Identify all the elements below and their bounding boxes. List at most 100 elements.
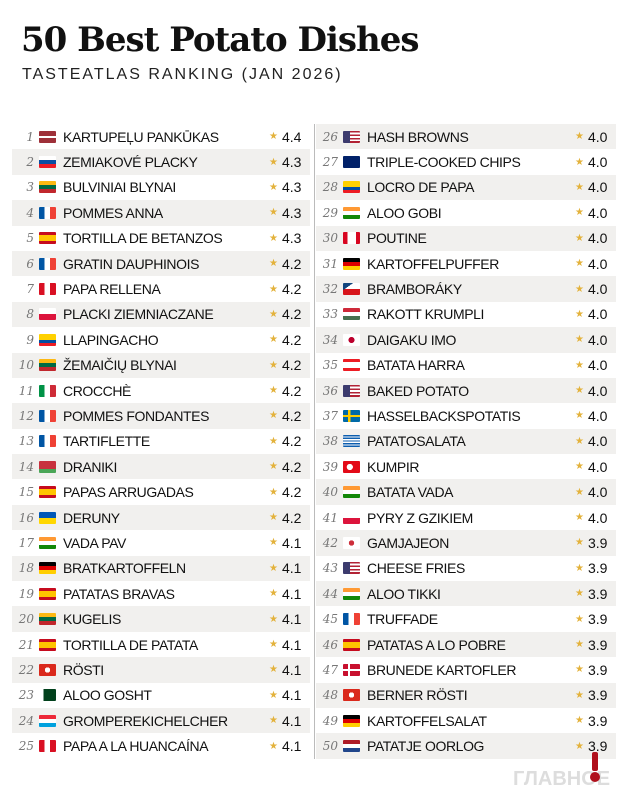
dish-name: KARTUPEĻU PANKŪKAS (63, 128, 219, 145)
star-icon: ★ (575, 156, 584, 168)
flag-gb-icon (343, 156, 360, 169)
dish-score: 4.2 (282, 382, 302, 399)
rank-number: 4 (26, 205, 34, 220)
rank-number: 34 (322, 332, 338, 347)
dish-score: 4.0 (588, 154, 608, 171)
flag-nl-icon (343, 740, 360, 753)
dish-name: PAPA RELLENA (63, 281, 161, 298)
star-icon: ★ (575, 486, 584, 498)
rank-number: 26 (322, 129, 338, 144)
ranking-row: 22 RÖSTI ★ 4.1 (12, 657, 310, 683)
star-icon: ★ (269, 334, 278, 346)
dish-name: TARTIFLETTE (63, 433, 150, 450)
ranking-row: 44 ALOO TIKKI ★ 3.9 (316, 581, 616, 607)
dish-score: 4.2 (282, 255, 302, 272)
flag-es-icon (343, 638, 360, 651)
rank-number: 46 (322, 637, 338, 652)
ranking-row: 35 BATATA HARRA ★ 4.0 (316, 353, 616, 378)
dish-name: BRUNEDE KARTOFLER (367, 661, 517, 678)
dish-name: BRAMBORÁKY (367, 281, 462, 298)
flag-de-icon (39, 562, 56, 575)
ranking-row: 25 PAPA A LA HUANCAÍNA ★ 4.1 (12, 733, 310, 758)
flag-pk-icon (39, 689, 56, 702)
dish-score: 4.3 (282, 230, 302, 247)
rank-number: 38 (322, 434, 338, 449)
dish-name: BULVINIAI BLYNAI (63, 179, 176, 196)
ranking-row: 8 PLACKI ZIEMNIACZANE ★ 4.2 (12, 301, 310, 328)
rank-number: 11 (18, 383, 34, 398)
dish-score: 4.0 (588, 230, 608, 247)
star-icon: ★ (575, 435, 584, 447)
dish-name: BAKED POTATO (367, 382, 469, 399)
star-icon: ★ (269, 613, 278, 625)
dish-name: DERUNY (63, 509, 120, 526)
flag-dk-icon (343, 663, 360, 676)
star-icon: ★ (269, 740, 278, 752)
dish-score: 4.2 (282, 433, 302, 450)
ranking-row: 9 LLAPINGACHO ★ 4.2 (12, 327, 310, 352)
dish-score: 4.1 (282, 560, 302, 577)
ranking-row: 32 BRAMBORÁKY ★ 4.0 (316, 276, 616, 302)
star-icon: ★ (575, 639, 584, 650)
rank-number: 18 (18, 561, 34, 576)
star-icon: ★ (575, 588, 584, 600)
dish-score: 4.0 (588, 509, 608, 526)
star-icon: ★ (269, 131, 278, 143)
star-icon: ★ (269, 207, 278, 219)
dish-score: 4.2 (282, 484, 302, 501)
rank-number: 43 (322, 561, 338, 576)
ranking-row: 43 CHEESE FRIES ★ 3.9 (316, 556, 616, 581)
star-icon: ★ (575, 359, 584, 371)
star-icon: ★ (575, 334, 584, 346)
dish-name: LLAPINGACHO (63, 331, 159, 348)
ranking-row: 29 ALOO GOBI ★ 4.0 (316, 200, 616, 225)
flag-ec-icon (343, 181, 360, 194)
ranking-row: 1 KARTUPEĻU PANKŪKAS ★ 4.4 (12, 124, 310, 149)
dish-name: HASSELBACKSPOTATIS (367, 407, 521, 424)
rank-number: 20 (18, 612, 34, 627)
ranking-row: 27 TRIPLE-COOKED CHIPS ★ 4.0 (316, 149, 616, 174)
dish-score: 4.4 (282, 128, 302, 145)
star-icon: ★ (575, 283, 584, 295)
flag-us-icon (343, 130, 360, 143)
dish-name: VADA PAV (63, 534, 126, 551)
flag-hu-icon (343, 308, 360, 321)
rank-number: 21 (18, 637, 34, 652)
dish-score: 4.0 (588, 204, 608, 221)
dish-score: 4.1 (282, 738, 302, 755)
rank-number: 32 (322, 282, 338, 297)
ranking-row: 6 GRATIN DAUPHINOIS ★ 4.2 (12, 250, 310, 277)
ranking-row: 10 ŽEMAIČIŲ BLYNAI ★ 4.2 (12, 352, 310, 378)
star-icon: ★ (269, 385, 278, 397)
star-icon: ★ (575, 308, 584, 320)
flag-cz-icon (343, 283, 360, 296)
dish-name: ZEMIAKOVÉ PLACKY (63, 154, 198, 171)
dish-score: 4.1 (282, 687, 302, 704)
flag-us-icon (343, 384, 360, 397)
rank-number: 3 (26, 180, 34, 195)
rank-number: 19 (18, 586, 34, 601)
dish-score: 4.2 (282, 357, 302, 374)
star-icon: ★ (575, 715, 584, 727)
flag-ch-icon (39, 663, 56, 676)
ranking-column-right: 26 HASH BROWNS ★ 4.0 27 TRIPLE-COOKED CHI… (316, 124, 616, 759)
flag-lb-icon (343, 359, 360, 372)
dish-name: PATATOSALATA (367, 433, 466, 450)
ranking-row: 26 HASH BROWNS ★ 4.0 (316, 124, 616, 150)
logo-exclamation-icon (590, 752, 600, 782)
flag-lu-icon (39, 714, 56, 727)
rank-number: 1 (26, 129, 34, 144)
dish-score: 4.1 (282, 611, 302, 628)
ranking-row: 7 PAPA RELLENA ★ 4.2 (12, 276, 310, 301)
ranking-row: 31 KARTOFFELPUFFER ★ 4.0 (316, 251, 616, 276)
rank-number: 31 (322, 256, 338, 271)
dish-score: 3.9 (588, 534, 608, 551)
flag-de-icon (343, 714, 360, 727)
ranking-row: 23 ALOO GOSHT ★ 4.1 (12, 683, 310, 708)
rank-number: 30 (322, 231, 338, 246)
dish-name: RÖSTI (63, 661, 104, 678)
star-icon: ★ (269, 283, 278, 295)
ranking-row: 41 PYRY Z GZIKIEM ★ 4.0 (316, 505, 616, 530)
watermark-logo: ГЛАВНОЕ (513, 768, 611, 790)
flag-pe-icon (39, 283, 56, 296)
